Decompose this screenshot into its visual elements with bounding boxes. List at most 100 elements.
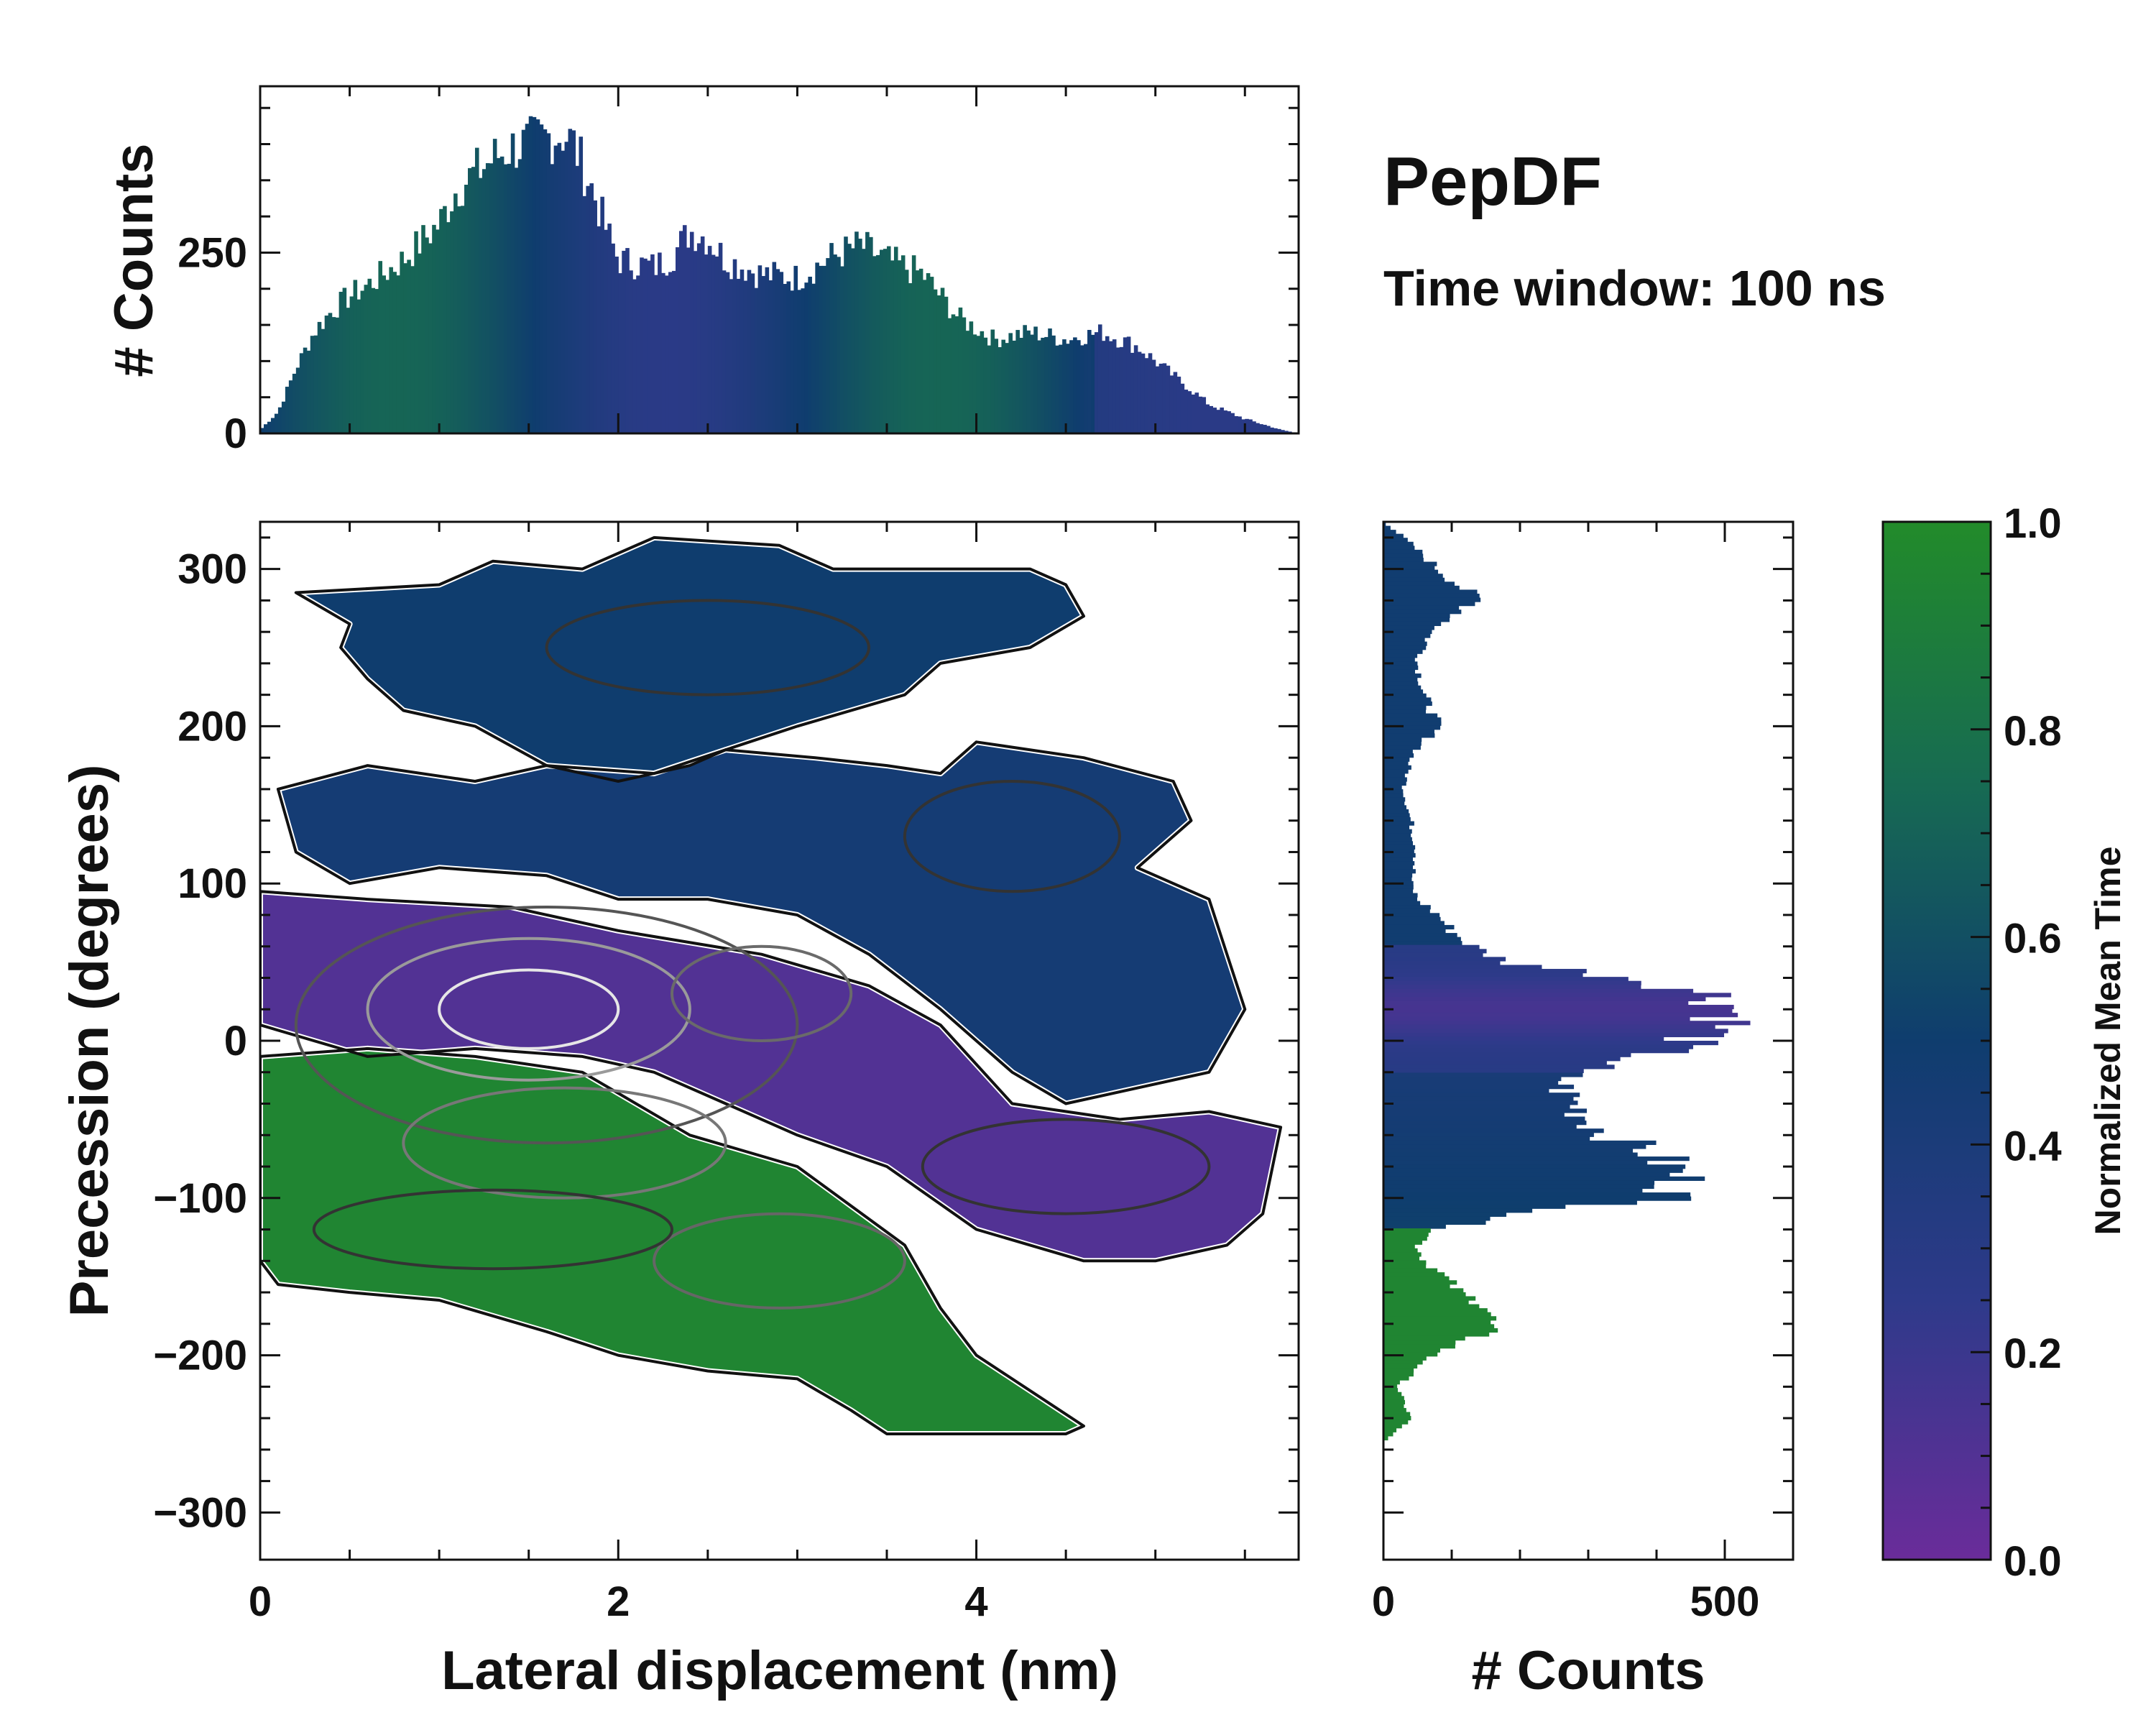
top-hist-bar (929, 277, 934, 433)
tick-label: 300 (178, 546, 247, 593)
tick-label: 1.0 (2004, 500, 2062, 547)
right-hist-bar (1383, 597, 1481, 602)
right-hist-bar (1383, 1136, 1590, 1141)
top-hist-bar (1220, 408, 1224, 433)
density-contour (294, 906, 799, 1145)
right-hist-bar (1383, 781, 1406, 786)
right-hist-bar (1383, 625, 1434, 630)
right-hist-bar (1383, 865, 1414, 870)
right-hist-bar (1383, 1396, 1404, 1401)
right-hist-bar (1383, 885, 1414, 890)
right-hist-bar (1383, 765, 1411, 770)
heatmap-xlabel: Lateral displacement (nm) (441, 1640, 1118, 1701)
right-hist-bar (1383, 857, 1414, 862)
top-hist-bar (575, 165, 580, 433)
top-hist-bar (750, 273, 755, 433)
right-hist-bar (1383, 1224, 1446, 1229)
right-hist-bar (1383, 569, 1439, 574)
top-hist-bar (1248, 419, 1253, 433)
tick-label: −300 (153, 1489, 247, 1536)
right-hist-bar (1383, 873, 1413, 878)
right-hist-bar (1383, 1064, 1615, 1070)
right-hist-bar (1383, 1363, 1418, 1369)
top-hist-bar (579, 137, 584, 433)
top-hist-bar (947, 318, 952, 433)
tick-label: 0 (224, 410, 247, 457)
top-hist-bar (990, 329, 995, 433)
top-hist-bar (263, 424, 268, 433)
top-hist-bar (811, 283, 816, 433)
right-hist-bar (1383, 1128, 1604, 1133)
top-hist-bar (768, 280, 773, 433)
right-hist-bar (1383, 697, 1432, 702)
right-hist-bar (1383, 1304, 1480, 1309)
top-hist-bar (306, 350, 311, 433)
top-hist-bar (1115, 347, 1120, 433)
right-hist-bar (1383, 1176, 1705, 1181)
right-hist-bar (1383, 960, 1501, 966)
right-hist-bar (1383, 1156, 1690, 1162)
top-hist-bar (389, 267, 393, 433)
top-hist-bar (528, 116, 533, 433)
top-hist-bar (568, 129, 573, 433)
right-hist-bar (1383, 1288, 1464, 1293)
top-hist-bar (1241, 419, 1245, 433)
density-contour (921, 1118, 1211, 1215)
top-hist-bar (503, 164, 508, 433)
top-hist-bar (1123, 337, 1128, 433)
right-hist-bar (1383, 801, 1405, 806)
right-hist-bar (1383, 797, 1406, 802)
top-hist-bar (564, 142, 569, 433)
top-histogram-ylabel: # Counts (103, 143, 165, 377)
top-hist-bar (499, 156, 505, 433)
top-hist-bar (1252, 421, 1256, 433)
right-hist-bar (1383, 1380, 1400, 1385)
right-hist-bar (1383, 893, 1418, 898)
top-hist-bar (1234, 415, 1238, 433)
top-hist-bar (611, 243, 615, 433)
right-hist-bar (1383, 1196, 1692, 1201)
top-hist-bar (772, 262, 777, 433)
top-hist-bar (1277, 428, 1281, 433)
right-hist-bar (1383, 729, 1434, 734)
right-hist-bar (1383, 1116, 1585, 1121)
tick-label: 0.2 (2004, 1330, 2062, 1377)
right-hist-bar (1383, 629, 1432, 635)
top-hist-bar (535, 119, 540, 433)
top-hist-bar (382, 275, 386, 433)
top-hist-bar (1281, 430, 1285, 433)
right-hist-bar (1383, 1340, 1456, 1345)
right-hist-bar (1383, 1016, 1690, 1021)
top-hist-bar (396, 275, 400, 433)
tick-label: 100 (178, 860, 247, 907)
top-hist-bar (482, 169, 487, 433)
right-hist-bar (1383, 1248, 1418, 1253)
right-hist-bar (1383, 645, 1427, 650)
top-hist-bar (893, 247, 898, 433)
top-hist-bar (936, 295, 941, 433)
top-hist-bar (543, 129, 548, 433)
right-hist-bar (1383, 1252, 1422, 1257)
top-hist-bar (926, 273, 931, 433)
top-hist-bar (1187, 391, 1192, 433)
right-hist-bar (1383, 1024, 1715, 1029)
right-hist-bar (1383, 561, 1437, 566)
right-hist-bar (1383, 1260, 1427, 1265)
top-histogram: 0 250 # Counts (103, 85, 1300, 457)
right-hist-bar (1383, 972, 1583, 978)
density-contour (438, 968, 620, 1050)
top-hist-bar (1169, 375, 1174, 433)
right-hist-bar (1383, 617, 1450, 622)
right-hist-bar (1383, 1240, 1423, 1245)
top-hist-bar (342, 288, 347, 433)
top-hist-bar (1112, 339, 1117, 433)
top-hist-bar (553, 145, 558, 433)
top-hist-bar (1162, 363, 1167, 433)
upper-blue-region-outline (294, 535, 1085, 783)
tick-label: 0.8 (2004, 708, 2062, 755)
top-hist-bar (632, 279, 637, 433)
right-hist-bar (1383, 665, 1419, 671)
top-hist-bar (485, 162, 490, 433)
right-hist-bar (1383, 809, 1409, 814)
top-hist-bar (1084, 344, 1088, 433)
